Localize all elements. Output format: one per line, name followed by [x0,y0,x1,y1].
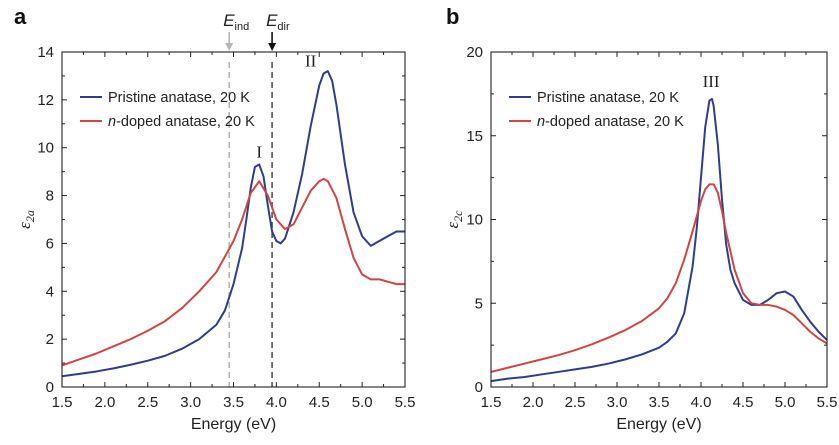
panel-a-vline-ind-label: Eind [223,11,249,33]
panel-b-xtick-label: 2.0 [523,394,544,411]
panel-b-legend-label-n-doped: n-doped anatase, 20 K [537,114,684,130]
panel-b-ytick-label: 20 [466,44,483,61]
panel-a-xtick-label: 1.5 [52,394,73,411]
panel-b-xtick-label: 4.0 [691,394,712,411]
panel-a-legend-label-n-doped: n-doped anatase, 20 K [108,114,255,130]
panel-b-xtick-label: 5.0 [775,394,796,411]
panel-a-vline-ind-sub: ind [235,21,250,33]
panel-b-xtick-label: 5.5 [817,394,838,411]
panel-a-ytick-label: 10 [37,140,54,157]
panel-b-xtick-label: 3.0 [607,394,628,411]
panel-b-xtick-label: 4.5 [733,394,754,411]
panel-b-ytick-label: 0 [475,379,483,396]
panel-a-xtick-label: 3.5 [223,394,244,411]
panel-a-series-pristine-line [61,70,405,378]
panel-a-series-n-doped-line [61,177,405,367]
panel-a: a Eind Edir 1.5 2.0 2.5 3.0 3.5 4.0 4.5 5.0 5.5 0 2 4 6… [14,4,415,433]
panel-b-ylabel-sub: 2c [451,210,465,222]
panel-a-ytick-label: 6 [46,235,54,252]
panel-b-ytick-label: 5 [475,295,483,312]
panel-a-letter: a [14,4,27,29]
panel-b-xtick-label: 2.5 [565,394,586,411]
panel-b-xtick-label: 3.5 [649,394,670,411]
panel-a-ytick-label: 0 [46,379,54,396]
panel-a-legend-label-rest: -doped anatase, 20 K [116,114,255,130]
panel-a-xtick-label: 3.0 [180,394,201,411]
panel-a-xtick-label: 5.5 [395,394,416,411]
panel-b-legend-label-italic: n [537,114,545,130]
panel-b-series-pristine-line [490,97,828,383]
panel-b-peak-label-III: III [703,72,720,91]
panel-b-ytick-label: 15 [466,128,483,145]
panel-b-xtick-label: 1.5 [481,394,502,411]
panel-b-ytick-label: 10 [466,212,483,229]
panel-a-peak-label-I: I [256,142,262,161]
panel-a-xtick-label: 4.0 [266,394,287,411]
panel-b: b 1.5 2.0 2.5 3.0 3.5 4.0 4.5 5.0 5.5 0 5 10 15 20 Ener… [443,4,837,433]
panel-a-xlabel: Energy (eV) [191,416,276,433]
panel-a-vline-dir-label: Edir [266,11,290,33]
panel-b-letter: b [446,4,459,29]
panel-a-xtick-label: 2.0 [94,394,115,411]
panel-b-legend-label-rest: -doped anatase, 20 K [545,114,684,130]
panel-a-ytick-label: 4 [46,283,54,300]
panel-b-legend-label-pristine: Pristine anatase, 20 K [537,90,679,106]
panel-a-legend-label-italic: n [108,114,116,130]
panel-a-peak-label-II: II [305,51,317,70]
panel-b-series-n-doped-line [490,183,828,373]
panel-a-ylabel-sub: 2a [23,210,37,222]
panel-a-vline-ind-arrow-head [225,43,234,51]
panel-a-xtick-label: 2.5 [137,394,158,411]
panel-a-ylabel: ε2a [15,210,37,229]
panel-a-xtick-label: 4.5 [309,394,330,411]
panel-a-ytick-label: 2 [46,331,54,348]
panel-a-ytick-label: 8 [46,188,54,205]
panel-a-vline-ind: Eind [223,11,249,387]
panel-a-legend-label-pristine: Pristine anatase, 20 K [108,90,250,106]
panel-a-xtick-label: 5.0 [352,394,373,411]
panel-a-ytick-label: 12 [37,92,54,109]
panel-a-vline-dir-arrow-head [268,43,277,51]
panel-b-xlabel: Energy (eV) [616,416,701,433]
panel-a-vline-dir-sub: dir [277,21,290,33]
panel-b-ylabel: ε2c [443,210,465,229]
panel-a-ytick-label: 14 [37,44,54,61]
